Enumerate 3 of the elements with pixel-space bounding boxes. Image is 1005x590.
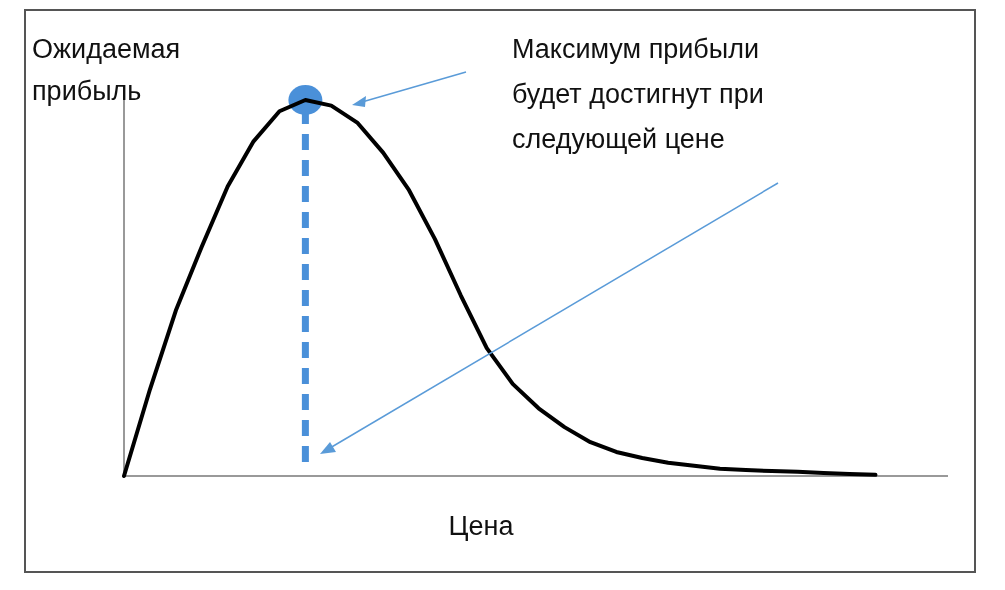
x-axis-title: Цена — [448, 511, 515, 541]
y-axis-title: Ожидаемая прибыль — [32, 34, 181, 106]
annotation: Максимум прибыли будет достигнут при следующей цене — [512, 34, 764, 154]
